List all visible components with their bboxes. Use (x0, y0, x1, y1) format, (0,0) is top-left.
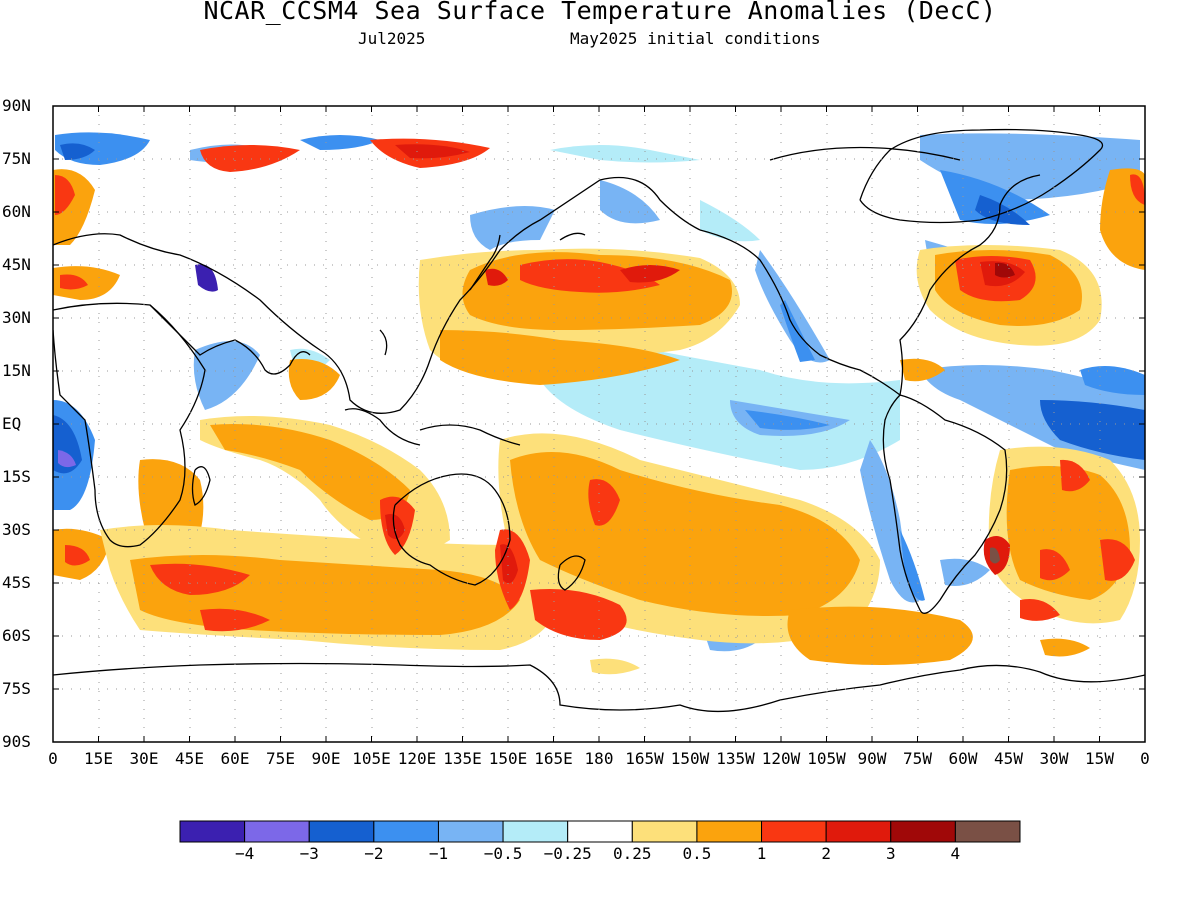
colorbar-swatch (825, 820, 892, 843)
lon-label: 0 (48, 749, 58, 768)
colorbar-swatch (631, 820, 698, 843)
colorbar-swatch (308, 820, 375, 843)
lon-label: 90E (311, 749, 341, 768)
lon-label: 165W (625, 749, 664, 768)
lat-label: 90S (2, 732, 31, 751)
colorbar-label: −0.25 (543, 844, 592, 863)
colorbar-swatch (179, 820, 246, 843)
lon-label: 15E (84, 749, 113, 768)
forecast-month: Jul2025 (358, 29, 426, 48)
lon-label: 150E (488, 749, 528, 768)
colorbar-swatch (696, 820, 763, 843)
lat-label: 30N (2, 308, 31, 327)
lat-label: 15N (2, 361, 31, 380)
colorbar-label: 0.25 (613, 844, 652, 863)
colorbar-swatch (567, 820, 633, 843)
colorbar-swatch (244, 820, 310, 843)
colorbar-label: −4 (234, 844, 255, 863)
lon-label: 135W (716, 749, 755, 768)
lon-label: 90W (857, 749, 887, 768)
lon-label: 120W (761, 749, 801, 768)
lon-label: 60W (948, 749, 978, 768)
lon-label: 45W (994, 749, 1023, 768)
lon-label: 75W (903, 749, 932, 768)
lat-label: 30S (2, 520, 31, 539)
colorbar-label: 2 (821, 844, 831, 863)
map-title: NCAR_CCSM4 Sea Surface Temperature Anoma… (203, 0, 997, 25)
colorbar-swatch (437, 820, 504, 843)
lat-label: 75N (2, 149, 31, 168)
lon-label: 105E (352, 749, 391, 768)
colorbar-label: 3 (885, 844, 896, 863)
lat-label: 45S (2, 573, 31, 592)
colorbar-label: 1 (756, 844, 767, 863)
anomaly-field (53, 132, 1145, 675)
colorbar-label: −2 (364, 844, 384, 863)
axis-ticks (52, 105, 1146, 743)
colorbar-swatch (890, 820, 956, 843)
positive-anomalies (53, 138, 1145, 675)
colorbar-label: −0.5 (483, 844, 523, 863)
colorbar (179, 820, 1021, 843)
colorbar-swatch (502, 820, 569, 843)
lon-label: 150W (670, 749, 710, 768)
colorbar-swatch (954, 820, 1021, 843)
lon-label: 105W (807, 749, 846, 768)
lon-label: 180 (584, 749, 614, 768)
lon-label: 30E (129, 749, 159, 768)
lon-label: 120E (397, 749, 437, 768)
lon-label: 165E (534, 749, 573, 768)
lat-label: 60N (2, 202, 31, 221)
lat-label: 15S (2, 467, 31, 486)
colorbar-swatch (761, 820, 827, 843)
colorbar-label: −3 (299, 844, 319, 863)
lat-label: 75S (2, 679, 31, 698)
negative-anomalies (53, 132, 1145, 652)
lat-label: 90N (2, 96, 31, 115)
lat-label: 60S (2, 626, 31, 645)
lon-label: 45E (175, 749, 204, 768)
lon-label: 15W (1085, 749, 1114, 768)
colorbar-label: 0.5 (682, 844, 712, 863)
initial-conditions: May2025 initial conditions (570, 29, 821, 48)
lon-label: 135E (443, 749, 482, 768)
graticule (53, 106, 1145, 742)
lon-label: 60E (220, 749, 250, 768)
coastlines (53, 128, 1145, 713)
lon-label: 0 (1140, 749, 1150, 768)
lon-label: 30W (1039, 749, 1069, 768)
colorbar-label: 4 (950, 844, 961, 863)
lon-label: 75E (266, 749, 295, 768)
lat-label: 45N (2, 255, 31, 274)
colorbar-label: −1 (428, 844, 449, 863)
colorbar-swatch (373, 820, 439, 843)
lat-label: EQ (2, 414, 22, 433)
